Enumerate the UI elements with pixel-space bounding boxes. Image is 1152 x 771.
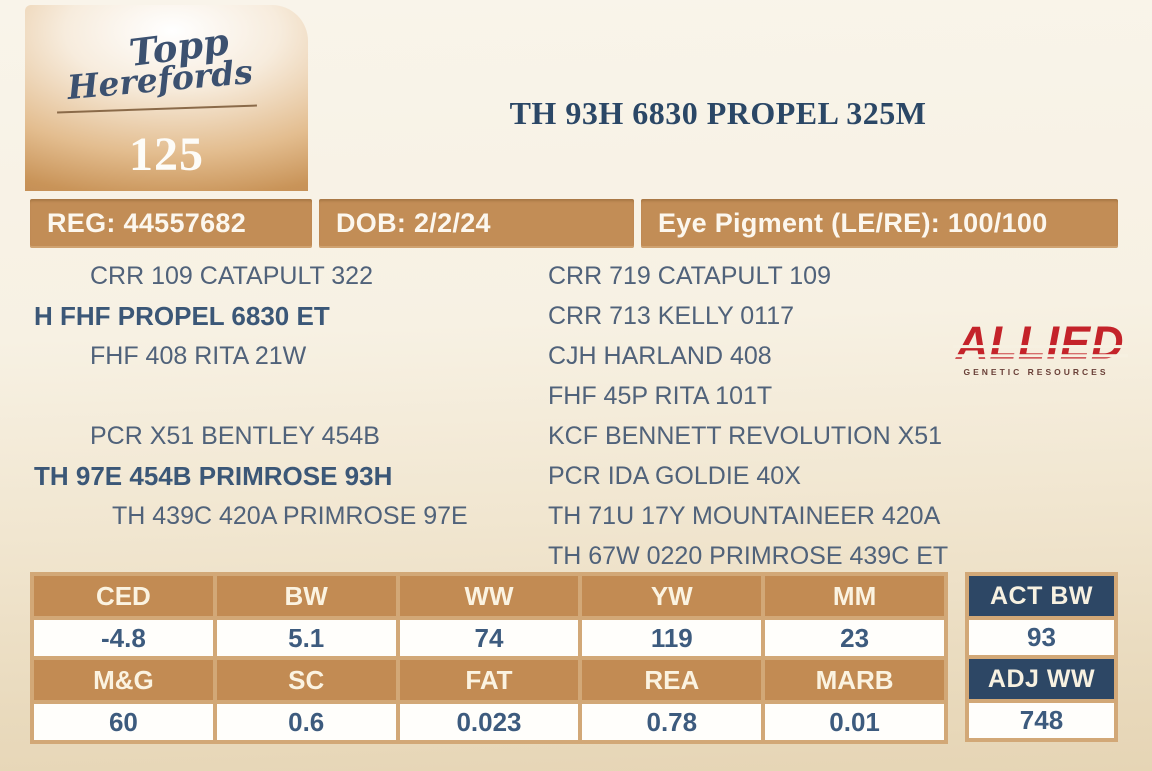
epd-value-cell: 0.78: [582, 704, 762, 740]
epd-header-cell: M&G: [34, 660, 213, 700]
pedigree-ancestor: FHF 45P RITA 101T: [548, 382, 773, 410]
epd-value-cell: 0.6: [216, 704, 396, 740]
pedigree-dam-grandsire: PCR X51 BENTLEY 454B: [90, 422, 380, 450]
epd-value-cell: 23: [765, 620, 944, 656]
epd-header-cell: FAT: [399, 660, 579, 700]
act-bw-value: 93: [969, 620, 1114, 655]
epd-value-cell: 0.023: [399, 704, 579, 740]
animal-name-title: TH 93H 6830 PROPEL 325M: [509, 95, 927, 131]
pedigree-ancestor: CRR 719 CATAPULT 109: [548, 262, 831, 290]
pedigree-ancestor: CRR 713 KELLY 0117: [548, 302, 794, 330]
weights-box: ACT BW 93 ADJ WW 748: [965, 572, 1118, 742]
epd-header-cell: MARB: [765, 660, 944, 700]
act-bw-header: ACT BW: [969, 576, 1114, 616]
pedigree-ancestor: TH 67W 0220 PRIMROSE 439C ET: [548, 542, 949, 570]
epd-header-cell: MM: [765, 576, 944, 616]
epd-header-cell: REA: [582, 660, 762, 700]
epd-header-cell: YW: [582, 576, 762, 616]
epd-table: CED BW WW YW MM -4.8 5.1 74 119 23 M&G S…: [30, 572, 948, 744]
allied-wordmark: ALLIED: [953, 319, 1128, 367]
pedigree-right-column: CRR 719 CATAPULT 109 CRR 713 KELLY 0117 …: [548, 256, 978, 576]
pedigree-dam-granddam: TH 439C 420A PRIMROSE 97E: [112, 502, 468, 530]
eye-pigment: Eye Pigment (LE/RE): 100/100: [641, 199, 1118, 248]
epd-header-cell: CED: [34, 576, 213, 616]
pedigree-ancestor: TH 71U 17Y MOUNTAINEER 420A: [548, 502, 941, 530]
adj-ww-value: 748: [969, 703, 1114, 738]
epd-value-cell: 74: [399, 620, 579, 656]
pedigree-ancestor: CJH HARLAND 408: [548, 342, 772, 370]
pedigree-dam-name: TH 97E 454B PRIMROSE 93H: [34, 461, 393, 491]
epd-value-cell: 5.1: [216, 620, 396, 656]
logo-word-herefords: Herefords: [65, 51, 255, 108]
pedigree-spacer: [30, 376, 535, 416]
registration-info-bar: REG: 44557682 DOB: 2/2/24 Eye Pigment (L…: [30, 199, 1118, 248]
pedigree-left-column: CRR 109 CATAPULT 322 H FHF PROPEL 6830 E…: [30, 256, 535, 536]
lot-number: 125: [129, 128, 204, 181]
pedigree-sire-name: H FHF PROPEL 6830 ET: [34, 301, 330, 331]
epd-value-cell: 0.01: [765, 704, 944, 740]
topp-herefords-logo-icon: Topp Herefords: [25, 5, 308, 125]
epd-header-cell: SC: [216, 660, 396, 700]
ranch-logo-block: Topp Herefords 125: [25, 5, 308, 191]
epd-header-cell: WW: [399, 576, 579, 616]
allied-stripe-icon: [953, 345, 1128, 349]
allied-text: ALLIED: [956, 316, 1125, 369]
pedigree-sire-granddam: FHF 408 RITA 21W: [90, 342, 307, 370]
reg-number: REG: 44557682: [30, 199, 312, 248]
pedigree-ancestor: PCR IDA GOLDIE 40X: [548, 462, 801, 490]
allied-genetic-resources-logo-icon: ALLIED GENETIC RESOURCES: [953, 319, 1128, 377]
allied-subtext: GENETIC RESOURCES: [963, 367, 1109, 377]
adj-ww-header: ADJ WW: [969, 659, 1114, 699]
epd-value-cell: -4.8: [34, 620, 213, 656]
pedigree-ancestor: KCF BENNETT REVOLUTION X51: [548, 422, 943, 450]
pedigree-sire-grandsire: CRR 109 CATAPULT 322: [90, 262, 373, 290]
epd-value-cell: 60: [34, 704, 213, 740]
epd-value-cell: 119: [582, 620, 762, 656]
allied-stripe-icon: [953, 354, 1128, 358]
dob: DOB: 2/2/24: [319, 199, 634, 248]
epd-header-cell: BW: [216, 576, 396, 616]
logo-underline: [57, 104, 257, 114]
